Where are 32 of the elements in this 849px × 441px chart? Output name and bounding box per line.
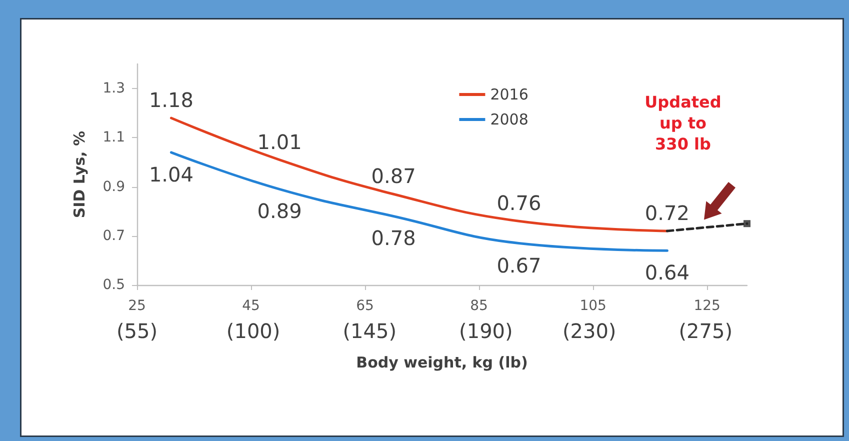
data-label: 1.01 [257, 130, 302, 154]
x-axis-title: Body weight, kg (lb) [356, 354, 528, 372]
y-axis-title: SID Lys, % [70, 130, 88, 218]
x2-tick-label: (100) [226, 319, 280, 343]
data-label: 1.04 [148, 162, 194, 186]
data-label: 0.64 [644, 260, 690, 285]
annotation: Updated up to 330 lb [644, 92, 722, 154]
legend-label: 2016 [490, 86, 528, 104]
x-tick-label: 45 [242, 298, 260, 314]
x-tick-label: 85 [470, 298, 488, 314]
data-label: 0.89 [257, 199, 302, 224]
y-tick-label: 0.5 [102, 277, 125, 293]
x-tick-label: 25 [128, 298, 146, 314]
data-label: 0.72 [644, 200, 690, 225]
y-tick-label: 0.7 [102, 228, 125, 244]
data-label: 0.67 [496, 253, 542, 278]
data-label: 1.18 [148, 88, 194, 112]
y-tick-label: 1.3 [102, 80, 125, 97]
data-label: 0.76 [496, 191, 542, 216]
x-tick-label: 65 [356, 298, 374, 314]
x2-tick-label: (55) [116, 319, 158, 343]
x-tick-label: 125 [694, 298, 720, 314]
x2-tick-label: (230) [562, 319, 616, 343]
data-label: 0.78 [371, 226, 416, 250]
data-label: 0.87 [371, 164, 416, 188]
x2-tick-label: (275) [678, 319, 733, 343]
x2-tick-label: (190) [459, 319, 513, 343]
y-tick-label: 0.9 [102, 178, 125, 195]
x-tick-label: 105 [580, 298, 606, 314]
legend-label: 2008 [490, 110, 528, 128]
x2-tick-label: (145) [342, 319, 397, 343]
y-tick-label: 1.1 [102, 130, 125, 146]
